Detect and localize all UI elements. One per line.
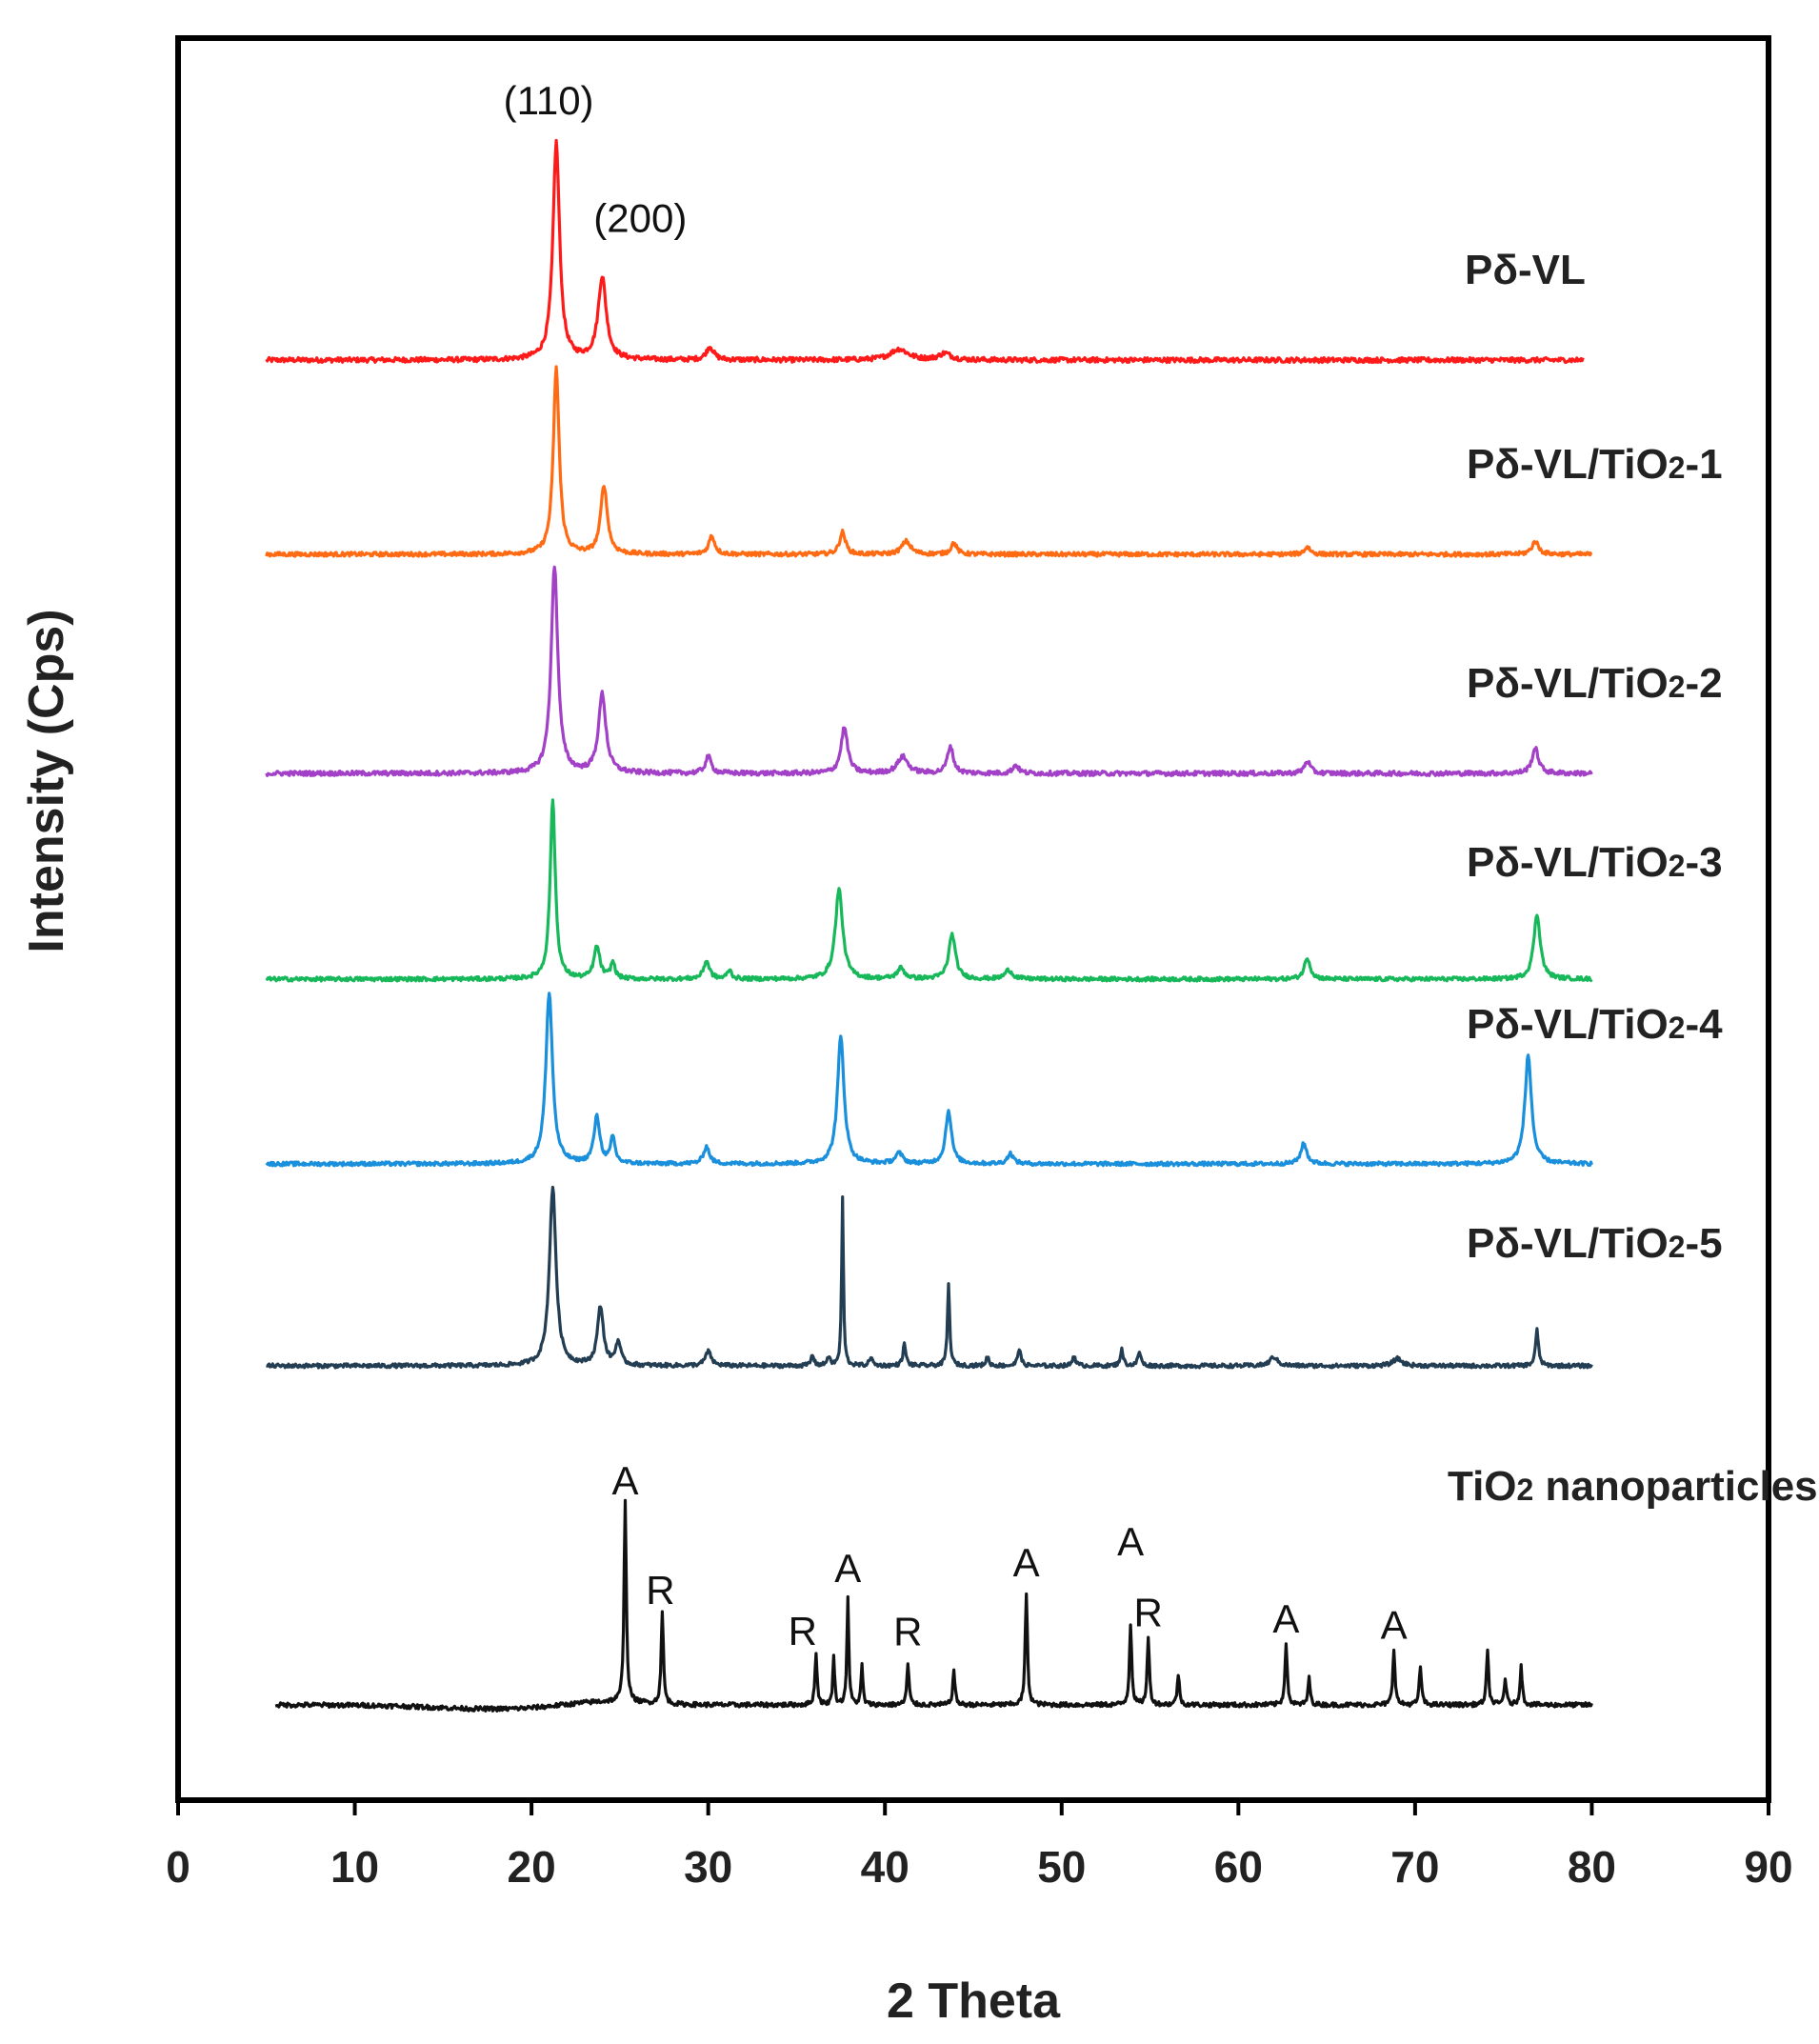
series-label-tail: -4 (1685, 1001, 1723, 1048)
peak-annotation: A (1272, 1596, 1299, 1641)
series-label-subscript: 2 (1669, 451, 1686, 485)
series-label-tail: -3 (1685, 839, 1722, 886)
series-line (265, 365, 1593, 558)
series-label-main: TiO (1448, 1463, 1517, 1510)
x-tick-label: 90 (1744, 1842, 1792, 1892)
y-axis-title: Intensity (Cps) (19, 609, 74, 952)
series-label-subscript: 2 (1669, 1230, 1686, 1264)
peak-annotation: (200) (593, 195, 687, 240)
x-tick-label: 40 (861, 1842, 910, 1892)
series-line (274, 1498, 1593, 1713)
series-label-main: Pδ-VL/TiO (1467, 839, 1669, 886)
series-label: Pδ-VL (1465, 247, 1586, 293)
series-label-subscript: 2 (1669, 849, 1686, 883)
series-label: Pδ-VL/TiO2-4 (1467, 1001, 1723, 1048)
peak-annotation: R (646, 1568, 674, 1613)
x-tick-label: 30 (684, 1842, 732, 1892)
series-label-tail: nanoparticles (1533, 1463, 1817, 1510)
series-label: Pδ-VL/TiO2-1 (1467, 441, 1723, 488)
peak-annotation: A (834, 1546, 861, 1591)
series-label-subscript: 2 (1669, 1011, 1686, 1045)
series-label: Pδ-VL/TiO2-5 (1467, 1220, 1723, 1267)
series-line (265, 992, 1593, 1168)
series-label: Pδ-VL/TiO2-3 (1467, 839, 1723, 886)
series-label-main: Pδ-VL/TiO (1467, 1220, 1669, 1267)
x-tick-label: 80 (1568, 1842, 1616, 1892)
peak-annotation: A (611, 1458, 638, 1503)
series-labels: Pδ-VLPδ-VL/TiO2-1Pδ-VL/TiO2-2Pδ-VL/TiO2-… (1448, 247, 1818, 1510)
peak-annotation: A (1117, 1519, 1144, 1564)
series-label-tail: -5 (1685, 1220, 1722, 1267)
peak-annotation: R (893, 1609, 922, 1653)
series-label-main: Pδ-VL/TiO (1467, 1001, 1669, 1048)
x-tick-label: 0 (166, 1842, 190, 1892)
x-tick-label: 50 (1037, 1842, 1086, 1892)
series-line (266, 1185, 1593, 1370)
series-label-main: Pδ-VL/TiO (1467, 660, 1669, 707)
peak-annotation: R (789, 1609, 817, 1653)
series-label-tail: -2 (1685, 660, 1722, 707)
peak-annotation: A (1381, 1602, 1408, 1647)
series-label-main: Pδ-VL/TiO (1467, 441, 1669, 488)
series-line (265, 565, 1593, 777)
x-axis-title: 2 Theta (887, 1974, 1061, 2029)
series-label-subscript: 2 (1669, 670, 1686, 704)
series-label-tail: -1 (1685, 441, 1722, 488)
x-tick-label: 70 (1390, 1842, 1439, 1892)
x-axis-ticks: 0 10 20 30 40 50 60 70 80 90 (166, 1800, 1793, 1892)
peak-annotation: (110) (504, 78, 594, 123)
series-label-main: Pδ-VL (1465, 247, 1586, 293)
series-label-subscript: 2 (1517, 1473, 1534, 1507)
series-label: Pδ-VL/TiO2-2 (1467, 660, 1723, 707)
series-group (265, 138, 1593, 1713)
x-tick-label: 20 (508, 1842, 556, 1892)
series-label: TiO2 nanoparticles (1448, 1463, 1818, 1510)
chart-frame (175, 35, 1771, 1803)
series-line (265, 138, 1585, 365)
peak-annotation: R (1134, 1591, 1163, 1635)
x-tick-label: 10 (330, 1842, 379, 1892)
peak-annotation: A (1013, 1540, 1040, 1585)
series-line (265, 798, 1593, 983)
x-tick-label: 60 (1214, 1842, 1263, 1892)
